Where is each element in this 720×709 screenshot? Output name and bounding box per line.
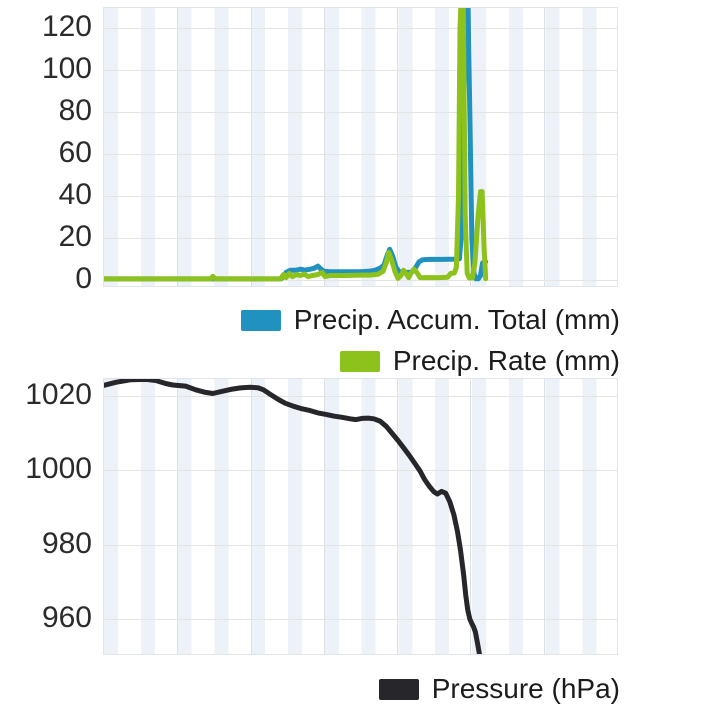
precipitation-chart: Precip. Accum. Total (mm) Precip. Rate (… [41, 7, 620, 376]
vertical-gridline [397, 8, 399, 286]
vertical-gridline [470, 379, 472, 654]
precip-rate-label: Precip. Rate (mm) [392, 345, 620, 377]
pressure-plot-area[interactable] [103, 378, 618, 655]
series-line [104, 379, 482, 654]
pressure-chart: Pressure (hPa) 960 980 1000 1020 [0, 370, 720, 709]
vertical-gridline [543, 8, 545, 286]
y-axis-tick-label: 980 [41, 526, 92, 560]
vertical-gridline [323, 8, 325, 286]
y-axis-tick-label: 80 [58, 93, 92, 127]
horizontal-gridline [104, 69, 617, 71]
chart-lines [104, 379, 482, 654]
horizontal-gridline [104, 470, 617, 472]
series-line [104, 8, 489, 282]
vertical-gridline [250, 8, 252, 286]
vertical-gridline [323, 379, 325, 654]
horizontal-gridline [104, 27, 617, 29]
horizontal-gridline [104, 111, 617, 113]
legend-item-precip-rate[interactable]: Precip. Rate (mm) [339, 345, 620, 377]
vertical-gridline [250, 379, 252, 654]
y-axis-tick-label: 120 [41, 9, 92, 43]
horizontal-gridline [104, 544, 617, 546]
horizontal-gridline [104, 619, 617, 620]
vertical-gridline [177, 379, 179, 654]
pressure-label: Pressure (hPa) [431, 673, 620, 704]
series-line [104, 8, 489, 282]
vertical-gridline [177, 8, 179, 286]
horizontal-gridline [104, 395, 617, 397]
y-axis-tick-label: 1000 [25, 452, 92, 486]
horizontal-gridline [104, 195, 617, 197]
legend-item-pressure[interactable]: Pressure (hPa) [378, 673, 620, 705]
y-axis-tick-label: 40 [58, 177, 92, 211]
y-axis-tick-label: 0 [75, 261, 92, 295]
horizontal-gridline [104, 279, 617, 281]
chart-lines [104, 8, 489, 282]
y-axis-tick-label: 60 [58, 135, 92, 169]
y-axis-tick-label: 100 [41, 51, 92, 85]
legend-item-precip-accum[interactable]: Precip. Accum. Total (mm) [240, 304, 620, 336]
vertical-gridline [397, 379, 399, 654]
y-axis-tick-label: 20 [58, 219, 92, 253]
horizontal-gridline [104, 153, 617, 155]
pressure-swatch-icon [378, 678, 419, 700]
y-axis-tick-label: 960 [41, 601, 92, 634]
precip-rate-swatch-icon [339, 350, 380, 372]
precipitation-legend: Precip. Accum. Total (mm) Precip. Rate (… [240, 304, 620, 377]
precipitation-plot-area[interactable] [103, 7, 618, 287]
precip-accum-label: Precip. Accum. Total (mm) [293, 304, 620, 335]
pressure-legend: Pressure (hPa) [378, 673, 620, 705]
precip-accum-swatch-icon [240, 309, 281, 331]
horizontal-gridline [104, 237, 617, 239]
y-axis-tick-label: 1020 [25, 377, 92, 411]
vertical-gridline [543, 379, 545, 654]
